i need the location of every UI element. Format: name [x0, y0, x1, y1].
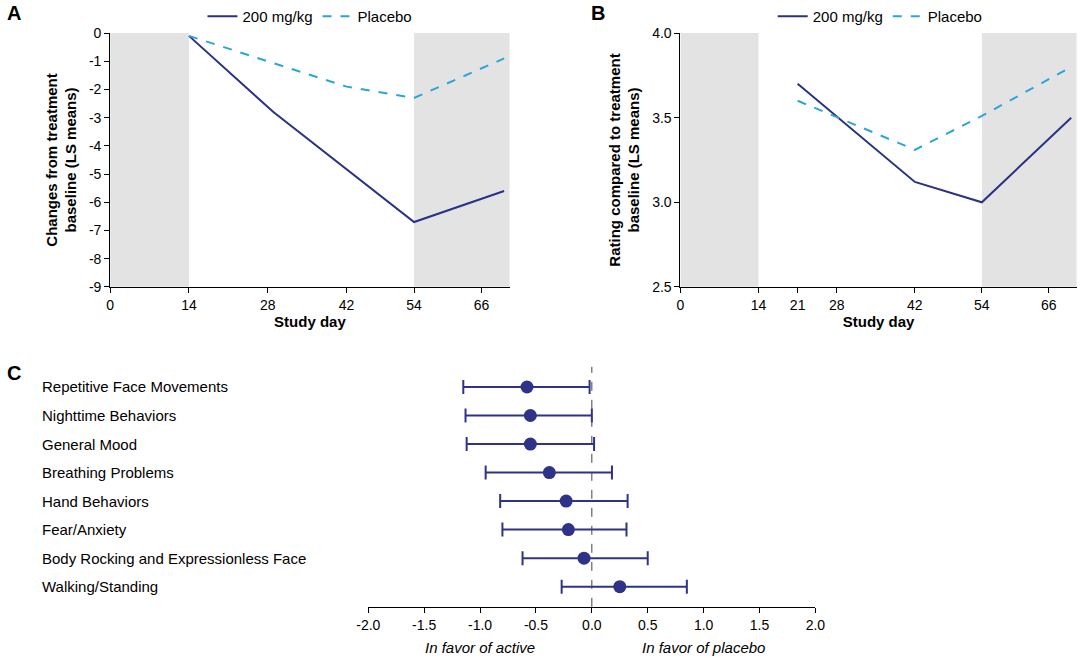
svg-text:4.0: 4.0 [652, 25, 672, 41]
svg-text:-1.5: -1.5 [412, 617, 436, 633]
svg-text:3.0: 3.0 [652, 194, 672, 210]
svg-text:-7: -7 [89, 222, 102, 238]
svg-text:Walking/Standing: Walking/Standing [42, 578, 158, 595]
svg-text:Nighttime Behaviors: Nighttime Behaviors [42, 407, 176, 424]
svg-text:42: 42 [907, 297, 923, 313]
svg-text:Rating compared to treatmentba: Rating compared to treatmentbaseline (LS… [606, 53, 643, 266]
svg-text:-6: -6 [89, 194, 102, 210]
svg-text:-9: -9 [89, 279, 102, 295]
svg-text:In favor of placebo: In favor of placebo [642, 639, 765, 656]
svg-text:A: A [7, 2, 21, 24]
svg-text:66: 66 [474, 297, 490, 313]
svg-text:Body Rocking and Expressionles: Body Rocking and Expressionless Face [42, 550, 306, 567]
svg-text:-1: -1 [89, 53, 102, 69]
svg-text:Hand Behaviors: Hand Behaviors [42, 493, 149, 510]
svg-text:54: 54 [406, 297, 422, 313]
svg-text:-1.0: -1.0 [468, 617, 492, 633]
svg-text:General Mood: General Mood [42, 436, 137, 453]
svg-text:Study day: Study day [843, 313, 915, 330]
svg-text:Placebo: Placebo [358, 8, 412, 25]
svg-text:66: 66 [1041, 297, 1057, 313]
svg-text:-4: -4 [89, 138, 102, 154]
svg-text:0: 0 [94, 25, 102, 41]
svg-text:-8: -8 [89, 251, 102, 267]
svg-text:2.5: 2.5 [652, 279, 672, 295]
svg-text:In favor of active: In favor of active [425, 639, 535, 656]
svg-text:Placebo: Placebo [928, 8, 982, 25]
svg-text:-0.5: -0.5 [524, 617, 548, 633]
svg-text:28: 28 [260, 297, 276, 313]
svg-text:0: 0 [106, 297, 114, 313]
svg-text:-5: -5 [89, 166, 102, 182]
svg-text:0.0: 0.0 [582, 617, 602, 633]
svg-text:C: C [7, 362, 21, 384]
svg-text:1.0: 1.0 [694, 617, 714, 633]
svg-text:28: 28 [829, 297, 845, 313]
svg-text:1.5: 1.5 [750, 617, 770, 633]
svg-text:2.0: 2.0 [806, 617, 826, 633]
svg-text:Changes from treatmentbaseline: Changes from treatmentbaseline (LS means… [43, 73, 80, 246]
svg-text:-2.0: -2.0 [356, 617, 380, 633]
svg-text:Study day: Study day [274, 313, 346, 330]
svg-text:0.5: 0.5 [638, 617, 658, 633]
svg-text:Fear/Anxiety: Fear/Anxiety [42, 521, 127, 538]
svg-text:3.5: 3.5 [652, 110, 672, 126]
svg-text:42: 42 [339, 297, 355, 313]
svg-text:54: 54 [974, 297, 990, 313]
svg-text:14: 14 [181, 297, 197, 313]
svg-text:Breathing Problems: Breathing Problems [42, 464, 174, 481]
svg-text:21: 21 [790, 297, 806, 313]
svg-text:14: 14 [751, 297, 767, 313]
svg-text:B: B [591, 2, 605, 24]
svg-text:0: 0 [677, 297, 685, 313]
svg-text:200 mg/kg: 200 mg/kg [813, 8, 883, 25]
svg-text:-2: -2 [89, 81, 102, 97]
svg-text:200 mg/kg: 200 mg/kg [242, 8, 312, 25]
svg-text:-3: -3 [89, 110, 102, 126]
svg-text:Repetitive Face Movements: Repetitive Face Movements [42, 378, 228, 395]
